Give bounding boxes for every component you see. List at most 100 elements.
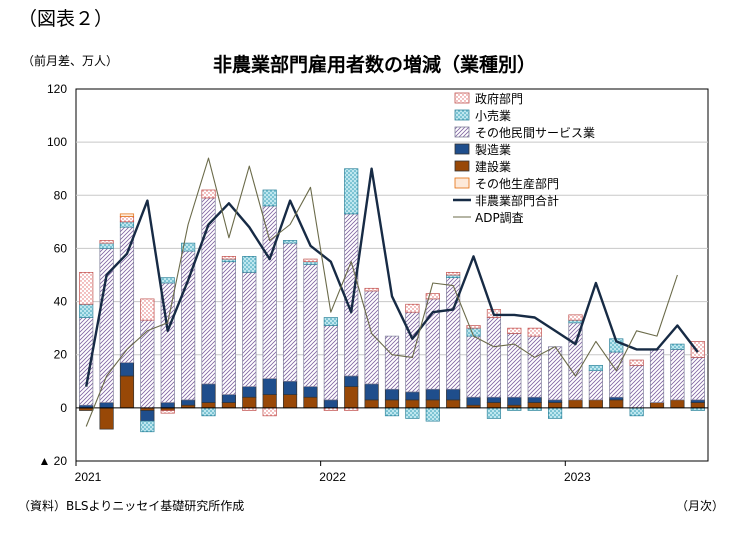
bar-segment (181, 242, 196, 252)
bar-segment (364, 287, 379, 292)
bar-segment (670, 349, 685, 401)
bar-segment (446, 399, 461, 409)
bar-segment (262, 205, 277, 379)
y-tick-label: ▲ 20 (38, 454, 67, 468)
bar-segment (282, 380, 298, 395)
bar-segment (425, 407, 440, 422)
bar-segment (303, 396, 318, 409)
y-tick-label: 40 (54, 295, 68, 309)
bar-segment (99, 240, 114, 244)
bar-segment (425, 399, 440, 409)
bar-segment (507, 396, 522, 406)
bar-segment (262, 407, 277, 417)
bar-segment (344, 375, 359, 387)
bar-segment (160, 277, 175, 284)
bar-segment (568, 314, 583, 321)
bar-segment (384, 399, 400, 409)
bar-segment (242, 396, 257, 409)
bar-segment (140, 420, 155, 433)
bar-segment (466, 335, 481, 398)
legend-label: 政府部門 (475, 91, 523, 106)
bar-segment (486, 396, 502, 403)
bar-segment (140, 319, 155, 409)
bar-segment (629, 407, 644, 417)
x-tick-label: 2022 (319, 470, 346, 484)
bar-segment (466, 325, 481, 329)
bar-segment (140, 410, 155, 422)
legend-swatch (454, 160, 470, 172)
bar-segment (649, 349, 665, 403)
bar-segment (160, 410, 175, 414)
bar-segment (405, 311, 420, 393)
adp-line (85, 157, 678, 427)
bar-segment (609, 351, 624, 398)
bar-segment (201, 402, 216, 409)
bar-segment (262, 378, 277, 395)
bar-segment (323, 399, 338, 409)
bar-segment (425, 388, 440, 401)
bar-segment (527, 335, 542, 398)
bar-segment (588, 364, 603, 372)
bar-segment (344, 168, 359, 215)
bar-segment (629, 364, 644, 409)
bar-segment (446, 274, 461, 279)
bar-segment (262, 394, 277, 409)
bar-segment (384, 407, 400, 417)
bar-segment (221, 258, 236, 263)
bar-segment (548, 407, 563, 419)
bar-segment (446, 271, 461, 276)
bar-segment (221, 402, 236, 409)
y-tick-label: 0 (60, 401, 67, 415)
x-axis-ticks: 2021 2022 2023 (75, 461, 591, 484)
plot-area (75, 88, 709, 462)
bar-segment (507, 327, 522, 334)
bar-segment (405, 303, 420, 313)
bar-segment (181, 399, 196, 406)
legend-swatch (454, 109, 470, 121)
bar-segment (527, 402, 542, 409)
legend-swatch (454, 177, 470, 189)
bar-segment (201, 189, 216, 199)
bar-segment (282, 394, 298, 409)
legend-swatch (454, 92, 470, 104)
source-note: （資料）BLSよりニッセイ基礎研究所作成 (18, 499, 245, 513)
legend-label: その他生産部門 (475, 176, 559, 191)
bar-segment (119, 216, 135, 223)
bar-segment (181, 250, 196, 401)
legend-label: ADP調査 (475, 211, 524, 225)
bar-segment (364, 399, 379, 409)
bar-segment (242, 256, 257, 273)
bar-segment (119, 362, 135, 377)
bars (79, 168, 705, 433)
bar-segment (649, 402, 665, 409)
legend-label: その他民間サービス業 (475, 126, 595, 140)
bar-segment (303, 264, 318, 387)
bar-segment (486, 402, 502, 409)
y-axis-unit: （前月差、万人） (22, 54, 119, 68)
bar-segment (527, 396, 542, 403)
y-tick-label: 100 (47, 135, 67, 149)
bar-segment (690, 357, 705, 401)
bar-segment (99, 242, 114, 249)
legend-label: 非農業部門合計 (475, 193, 559, 208)
bar-segment (568, 322, 583, 401)
bar-segment (609, 396, 624, 401)
bar-segment (201, 407, 216, 417)
bar-segment (690, 399, 705, 403)
bar-segment (425, 293, 440, 300)
bar-segment (242, 271, 257, 387)
bar-segment (568, 319, 583, 324)
y-tick-label: 60 (54, 241, 68, 255)
legend-swatch (454, 143, 470, 155)
bar-segment (548, 399, 563, 403)
bar-segment (670, 399, 685, 409)
x-axis-unit: （月次） (676, 499, 725, 513)
bar-segment (609, 399, 624, 409)
bar-segment (242, 386, 257, 398)
bar-segment (384, 388, 400, 401)
bar-segment (405, 399, 420, 409)
bar-segment (79, 271, 94, 305)
y-tick-label: 120 (47, 82, 67, 96)
x-tick-label: 2021 (75, 470, 102, 484)
